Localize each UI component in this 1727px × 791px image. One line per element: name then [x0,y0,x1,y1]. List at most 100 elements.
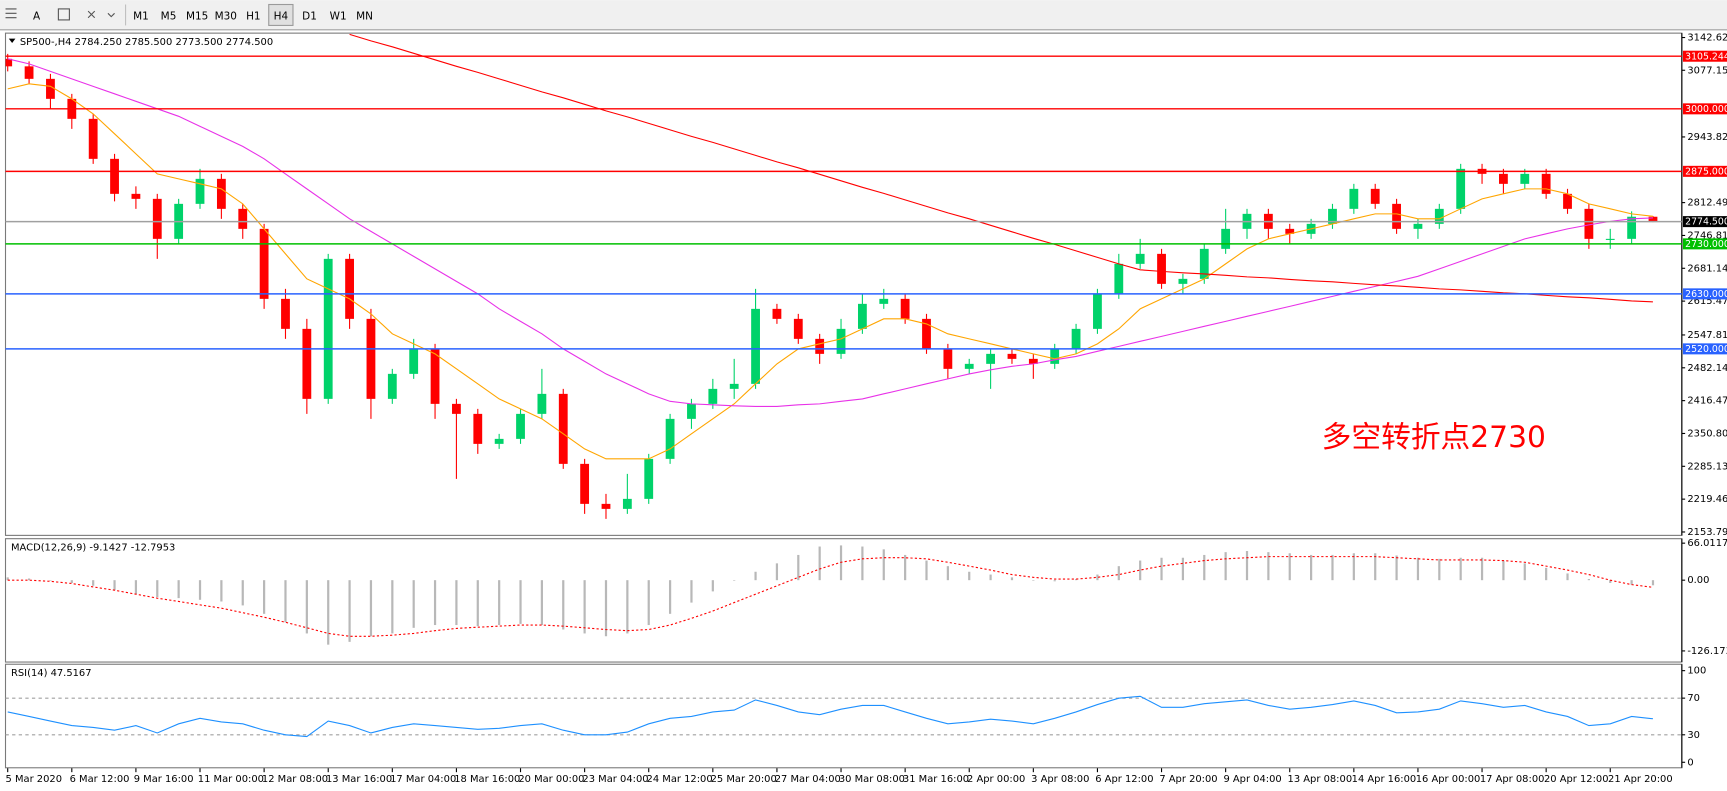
timeframe-button[interactable]: M15 [186,11,208,23]
macd-bar [626,580,629,634]
macd-bar [498,580,501,626]
candle-body [815,338,825,354]
candle-body [1584,208,1594,239]
macd-bar [1074,579,1078,581]
candle-body [1627,216,1637,239]
x-tick-label: 23 Mar 04:00 [582,774,648,785]
candle-body [409,348,419,374]
macd-bar [1651,580,1655,586]
macd-bar [1630,580,1633,585]
candle-body [1392,203,1401,229]
macd-bar [989,574,992,581]
collapse-arrow [8,38,16,44]
indicator-line [7,695,1654,738]
macd-bar [668,580,672,614]
macd-bar [647,580,650,626]
x-tick-label: 3 Apr 08:00 [1031,774,1089,785]
macd-bar [1139,560,1142,581]
candle-body [687,403,696,419]
macd-bar [733,580,736,581]
candle-body [323,258,333,399]
macd-bar [27,578,31,581]
tool-icons[interactable]: A [5,4,127,26]
candle-body [1648,216,1658,222]
macd-bar [92,580,95,586]
level-tag [1682,288,1727,300]
candle-body [516,413,525,439]
candle-body [1285,228,1295,234]
macd-bar [70,580,73,583]
timeframe-button[interactable]: W1 [330,11,347,23]
macd-bar [775,563,779,581]
panel [4,32,1683,536]
macd-bar [797,554,800,581]
x-tick-label: 14 Apr 16:00 [1352,774,1417,785]
x-tick-label: 6 Mar 12:00 [70,774,130,785]
timeframe-button[interactable]: H1 [246,11,261,23]
macd-bar [49,580,52,581]
x-tick-label: 9 Apr 04:00 [1223,774,1281,785]
candle-body [772,308,782,319]
candle-body [793,318,803,339]
plot-area [6,545,1655,645]
y-tick-label: -126.173 [1687,646,1727,657]
candle-body [751,308,760,384]
candle-body [1328,208,1337,224]
macd-bar [1352,553,1355,581]
level-tag-label: 2630.000 [1685,289,1727,300]
y-tick-label: 70 [1687,693,1700,704]
y-tick-label: 2746.810 [1687,230,1727,241]
x-tick-label: 16 Apr 00:00 [1416,774,1481,785]
label-tool-icon[interactable] [57,8,70,21]
text-tool-icon[interactable]: A [33,11,41,23]
timeframe-button[interactable]: M1 [133,11,149,23]
candle-body [1520,173,1530,184]
candle-body [46,78,55,99]
candle-body [152,198,162,239]
macd-bar [1053,580,1056,582]
timeframe-button[interactable]: M5 [161,11,177,23]
macd-bar [1224,552,1227,581]
candle-body [5,58,13,67]
level-tag [1682,343,1727,355]
macd-bar [369,580,373,637]
macd-bar [412,580,415,628]
level-tag-label: 2520.000 [1685,344,1727,355]
candle-body [857,303,867,329]
macd-bar [861,546,864,581]
shapes-tool-icon[interactable] [87,10,115,19]
panel [4,663,1683,769]
candle-body [729,383,739,389]
y-tick-label: 2285.130 [1687,461,1727,472]
x-tick-label: 11 Mar 00:00 [198,774,264,785]
plot-area [5,695,1682,738]
timeframe-button[interactable]: MN [356,11,373,23]
level-tag-label: 3000.000 [1685,104,1727,115]
y-tick-label: 2482.140 [1687,363,1727,374]
toolbar: A M1 M5 M15 M30 H1 H4 D1 W1 MN [0,0,1727,31]
candle-body [238,208,248,229]
timeframe-button[interactable]: D1 [302,11,317,23]
timeframe-button[interactable]: H4 [274,11,289,23]
candle-body [537,393,547,414]
macd-bar [754,571,757,581]
y-tick-label: 100 [1687,666,1706,677]
candle-body [922,318,931,349]
indicator-line [7,556,1654,637]
candle-body [281,298,290,329]
macd-bar [1523,563,1526,581]
macd-bar [818,546,821,581]
candle-body [1349,188,1359,209]
macd-bar [968,571,971,581]
macd-bar [1502,560,1505,581]
x-tick-label: 20 Mar 00:00 [518,774,584,785]
macd-bar [1310,554,1313,581]
x-tick-label: 12 Mar 08:00 [262,774,328,785]
macd-bar [284,580,287,623]
menu-icon[interactable] [5,8,17,19]
candle-body [88,118,98,159]
candle-body [1541,173,1551,194]
y-tick-label: 0 [1687,757,1693,768]
y-tick-label: 3077.150 [1687,65,1727,76]
timeframe-button[interactable]: M30 [215,11,237,23]
